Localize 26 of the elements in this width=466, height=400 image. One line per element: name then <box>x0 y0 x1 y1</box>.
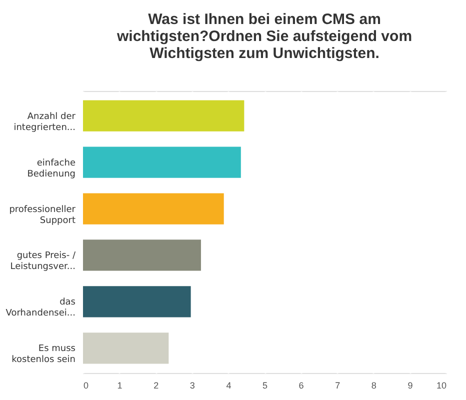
y-tick-label: professioneller Support <box>9 204 76 226</box>
x-tick-label: 10 <box>436 380 446 390</box>
bar <box>83 193 224 224</box>
x-tick-label: 0 <box>84 380 89 390</box>
text: Was ist Ihnen bei einem CMS am <box>148 11 381 28</box>
x-tick-label: 7 <box>335 380 340 390</box>
y-tick-label: Anzahl der integrierten... <box>14 112 76 133</box>
y-tick-label: Es muss kostenlos sein <box>12 344 76 366</box>
y-tick-label: gutes Preis- / Leistungsver... <box>10 251 76 272</box>
x-tick-label: 2 <box>154 380 159 390</box>
text: wichtigsten?Ordnen Sie aufsteigend vom <box>116 28 412 45</box>
bar <box>83 240 201 271</box>
x-tick-label: 8 <box>371 380 376 390</box>
y-tick-label: das Vorhandensei... <box>6 298 76 319</box>
text: Wichtigsten zum Unwichtigsten. <box>150 45 380 62</box>
x-tick-label: 4 <box>226 380 232 390</box>
x-tick-label: 9 <box>408 380 413 390</box>
bar <box>83 332 169 364</box>
bar <box>83 100 244 132</box>
x-tick-label: 6 <box>298 380 304 390</box>
y-tick-label: einfache Bedienung <box>27 158 76 180</box>
bar <box>83 146 241 178</box>
x-tick-label: 1 <box>117 380 122 390</box>
bar <box>83 286 191 318</box>
x-tick-label: 5 <box>262 380 268 390</box>
x-tick-label: 3 <box>190 380 195 390</box>
